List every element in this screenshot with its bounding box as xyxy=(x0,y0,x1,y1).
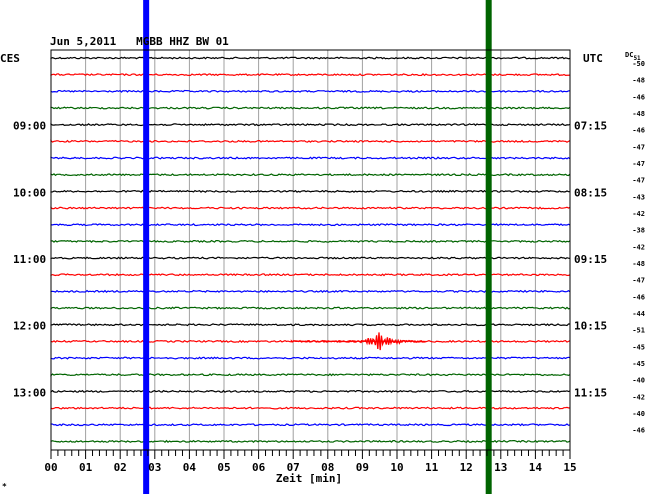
dc-offset-label: -45 xyxy=(632,360,645,368)
chart-title: Jun 5,2011 MGBB HHZ BW 01 xyxy=(50,35,229,48)
trace-5 xyxy=(50,139,571,143)
trace-15 xyxy=(50,306,571,310)
trace-0 xyxy=(50,56,571,60)
trace-4 xyxy=(50,123,571,127)
dc-offset-label: -42 xyxy=(632,393,645,401)
left-hour-label: 11:00 xyxy=(13,253,46,266)
trace-23 xyxy=(50,439,571,443)
x-tick-label: 12 xyxy=(460,461,473,474)
trace-12 xyxy=(50,256,571,260)
right-hour-label: 09:15 xyxy=(574,253,607,266)
x-tick-label: 09 xyxy=(356,461,369,474)
dc-offset-label: -42 xyxy=(632,210,645,218)
dc-header-sub: 51 xyxy=(633,55,641,62)
trace-6 xyxy=(50,156,571,160)
x-tick-label: 05 xyxy=(217,461,230,474)
x-tick-label: 06 xyxy=(252,461,266,474)
dc-offset-label: -46 xyxy=(632,293,645,301)
left-hour-label: 10:00 xyxy=(13,186,46,199)
x-axis-label: Zeit [min] xyxy=(276,472,342,485)
right-hour-label: 10:15 xyxy=(574,320,607,333)
x-tick-label: 15 xyxy=(563,461,576,474)
dc-offset-label: -47 xyxy=(632,160,645,168)
trace-7 xyxy=(50,173,571,177)
trace-16 xyxy=(50,323,571,327)
left-hour-labels: 09:00 10:00 11:00 12:00 13:00 xyxy=(13,120,46,400)
dc-offset-label: -47 xyxy=(632,277,645,285)
event-marker-0 xyxy=(143,0,150,494)
x-tick-label: 03 xyxy=(148,461,161,474)
trace-18 xyxy=(50,356,571,360)
dc-offset-label: -40 xyxy=(632,410,645,418)
seismic-event xyxy=(290,332,426,351)
x-axis: 00 01 02 03 04 05 06 07 08 09 10 11 12 13 14 15 xyxy=(44,450,577,474)
trace-21 xyxy=(50,406,571,410)
dc-offset-label: -48 xyxy=(632,260,645,268)
trace-10 xyxy=(50,223,571,227)
trace-13 xyxy=(50,273,571,277)
seismic-traces xyxy=(50,56,571,443)
x-tick-label: 04 xyxy=(183,461,197,474)
dc-offset-label: -51 xyxy=(632,327,645,335)
left-hour-label: 09:00 xyxy=(13,120,46,133)
plot-frame xyxy=(50,49,571,451)
x-tick-label: 01 xyxy=(79,461,93,474)
right-timezone-label: UTC xyxy=(583,52,603,65)
trace-1 xyxy=(50,73,571,77)
trace-22 xyxy=(50,423,571,427)
dc-offset-label: -50 xyxy=(632,60,645,68)
dc-offset-label: -40 xyxy=(632,377,645,385)
plot-border xyxy=(50,49,571,451)
trace-20 xyxy=(50,389,571,394)
left-hour-label: 12:00 xyxy=(13,320,46,333)
footer-mark: * xyxy=(2,482,7,491)
x-tick-label: 14 xyxy=(529,461,543,474)
event-markers xyxy=(143,0,492,494)
dc-offset-label: -46 xyxy=(632,127,645,135)
x-tick-label: 11 xyxy=(425,461,439,474)
dc-offset-label: -44 xyxy=(632,310,645,318)
dc-offset-labels: -50 -48 -46 -48 -46 -47 -47 -47 -43 -42 -38 -42 -48 -… xyxy=(632,60,645,435)
trace-3 xyxy=(50,106,571,110)
dc-offset-label: -47 xyxy=(632,143,645,151)
x-tick-label: 10 xyxy=(390,461,403,474)
dc-offset-label: -47 xyxy=(632,177,645,185)
dc-offset-label: -42 xyxy=(632,243,645,251)
left-hour-label: 13:00 xyxy=(13,386,46,399)
dc-offset-label: -46 xyxy=(632,93,645,101)
grid xyxy=(50,50,571,450)
trace-14 xyxy=(50,289,571,293)
dc-offset-label: -48 xyxy=(632,77,645,85)
dc-offset-label: -45 xyxy=(632,343,645,351)
trace-19 xyxy=(50,373,571,377)
dc-header: DC51 xyxy=(625,51,641,62)
trace-11 xyxy=(50,239,571,243)
right-hour-label: 08:15 xyxy=(574,186,607,199)
trace-8 xyxy=(50,189,571,193)
x-tick-label: 08 xyxy=(321,461,334,474)
trace-9 xyxy=(50,206,571,210)
dc-offset-label: -46 xyxy=(632,427,645,435)
trace-2 xyxy=(50,89,571,93)
x-tick-label: 13 xyxy=(494,461,507,474)
dc-offset-label: -43 xyxy=(632,193,645,201)
right-hour-labels: 07:15 08:15 09:15 10:15 11:15 xyxy=(574,120,607,400)
left-timezone-label: CES xyxy=(0,52,20,65)
dc-offset-label: -38 xyxy=(632,227,645,235)
dc-offset-label: -48 xyxy=(632,110,645,118)
x-tick-label: 07 xyxy=(287,461,300,474)
x-tick-label: 00 xyxy=(44,461,57,474)
event-marker-1 xyxy=(485,0,492,494)
right-hour-label: 07:15 xyxy=(574,120,607,133)
dc-header-main: DC xyxy=(625,51,633,59)
trace-17 xyxy=(50,339,571,343)
right-hour-label: 11:15 xyxy=(574,386,607,399)
x-tick-label: 02 xyxy=(114,461,127,474)
